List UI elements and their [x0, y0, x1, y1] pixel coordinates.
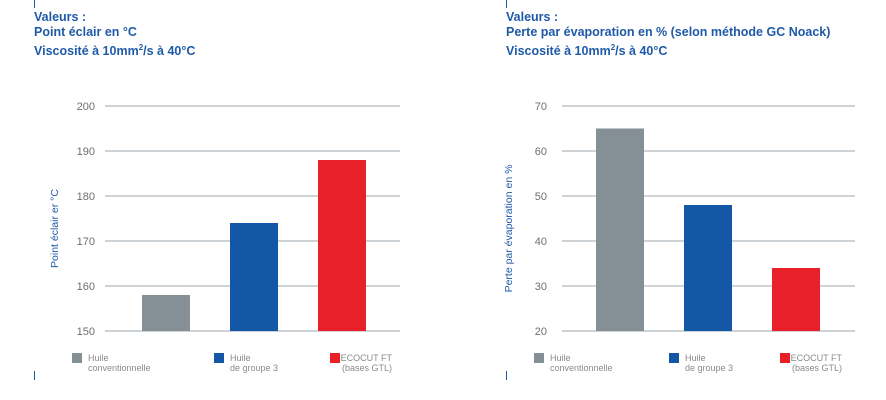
legend-label: Huile: [230, 353, 251, 363]
legend-label: (bases GTL): [342, 363, 392, 373]
legend-swatch: [534, 353, 544, 363]
legend-label: ECOCUT FT: [341, 353, 393, 363]
y-tick-label: 50: [535, 191, 547, 203]
legend-label: Huile: [88, 353, 109, 363]
chart-panel-evaporation-loss: Valeurs : Perte par évaporation en % (se…: [456, 0, 886, 400]
legend-swatch: [669, 353, 679, 363]
y-tick-label: 170: [77, 236, 95, 248]
y-tick-label: 200: [77, 101, 95, 113]
bar-chart-evaporation-loss: 20 30 40 50 60 70 Perte par évaporation en % Hu…: [503, 101, 855, 373]
legend-label: de groupe 3: [685, 363, 733, 373]
y-tick-label: 40: [535, 236, 547, 248]
chart-title: Valeurs : Point éclair en °C Viscosité à…: [34, 10, 195, 59]
y-tick-label: 190: [77, 146, 95, 158]
legend-swatch: [72, 353, 82, 363]
legend-swatch: [214, 353, 224, 363]
chart-title-line-1: Valeurs :: [34, 10, 87, 24]
y-axis-label: Point éclair er °C: [49, 189, 61, 268]
legend-label: Huile: [550, 353, 571, 363]
legend-swatch: [330, 353, 340, 363]
chart-title-line-1: Valeurs :: [506, 10, 559, 24]
legend-swatch: [780, 353, 790, 363]
chart-title-line-3: Viscosité à 10mm2/s à 40°C: [34, 43, 196, 59]
bar-chart-flash-point: 150 160 170 180 190 200 Point éclair er °C Huil…: [49, 101, 400, 373]
y-axis-label: Perte par évaporation en %: [503, 165, 515, 293]
chart-title-line-2: Perte par évaporation en % (selon méthod…: [506, 25, 831, 39]
bar-2: [684, 205, 732, 331]
chart-title: Valeurs : Perte par évaporation en % (se…: [506, 10, 830, 59]
bar-3: [318, 160, 366, 331]
y-tick-label: 30: [535, 281, 547, 293]
y-tick-label: 60: [535, 146, 547, 158]
legend-label: (bases GTL): [792, 363, 842, 373]
chart-panel-flash-point: Valeurs : Point éclair en °C Viscosité à…: [0, 0, 430, 400]
legend-label: conventionnelle: [88, 363, 151, 373]
y-tick-label: 70: [535, 101, 547, 113]
bar-3: [772, 268, 820, 331]
legend-label: ECOCUT FT: [791, 353, 843, 363]
y-tick-label: 160: [77, 281, 95, 293]
bar-1: [142, 295, 190, 331]
panel-border-top: [34, 0, 35, 8]
chart-title-line-3: Viscosité à 10mm2/s à 40°C: [506, 43, 668, 59]
legend-label: Huile: [685, 353, 706, 363]
y-tick-label: 180: [77, 191, 95, 203]
legend-label: conventionnelle: [550, 363, 613, 373]
y-tick-label: 150: [77, 326, 95, 338]
y-tick-label: 20: [535, 326, 547, 338]
bar-2: [230, 223, 278, 331]
superscript-2: 2: [610, 43, 616, 52]
chart-title-line-2: Point éclair en °C: [34, 25, 137, 39]
legend-label: de groupe 3: [230, 363, 278, 373]
superscript-2: 2: [138, 43, 144, 52]
panel-border-bottom: [506, 371, 507, 380]
panel-border-bottom: [34, 371, 35, 380]
panel-border-top: [506, 0, 507, 8]
bar-1: [596, 128, 644, 331]
